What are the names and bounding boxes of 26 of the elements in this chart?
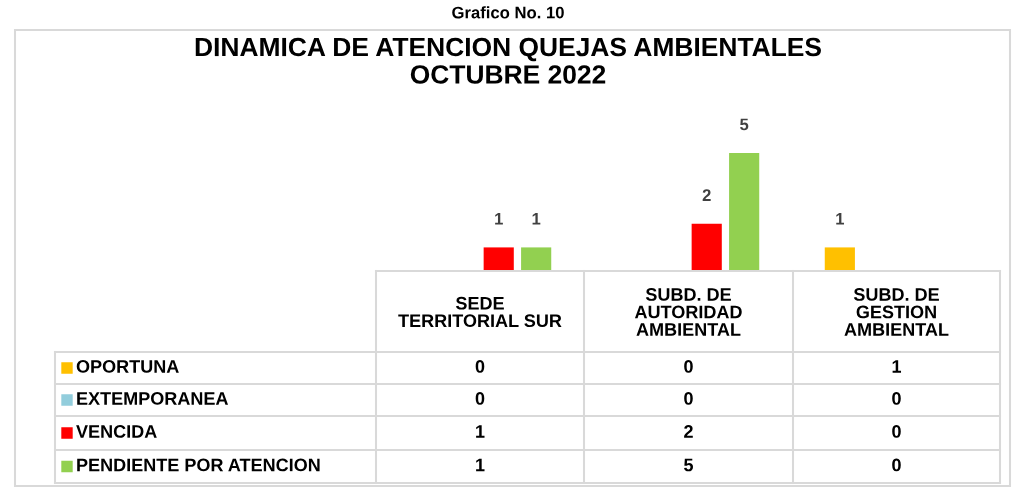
data-label: 2	[684, 425, 693, 438]
data-label: 0	[892, 392, 901, 405]
text: 5	[740, 118, 749, 131]
x-tick-label: SEDE TERRITORIAL SUR	[398, 296, 562, 328]
data-label: 1	[476, 458, 485, 472]
data-label: 0	[475, 392, 485, 405]
text: 2	[702, 189, 711, 201]
data-label: 1	[892, 360, 902, 373]
text: 1	[495, 213, 503, 225]
data-label: 0	[892, 458, 901, 472]
text: 1	[836, 213, 845, 225]
legend-label: OPORTUNA	[76, 360, 179, 373]
legend-label: VENCIDA	[76, 425, 157, 438]
text: Grafico No. 10	[452, 6, 564, 19]
data-label: 0	[475, 360, 485, 373]
text: 1	[532, 213, 541, 225]
data-label: 0	[892, 425, 901, 438]
data-label: 1	[476, 425, 485, 438]
chart-title: DINAMICA DE ATENCION QUEJAS AMBIENTALES OCTUBRE 2022	[195, 37, 821, 84]
legend-label: PENDIENTE POR ATENCION	[77, 458, 320, 472]
x-tick-label: SUBD. DE GESTION AMBIENTAL	[844, 288, 949, 336]
legend-label: EXTEMPORANEA	[77, 392, 229, 405]
x-tick-label: SUBD. DE AUTORIDAD AMBIENTAL	[634, 288, 742, 336]
data-label: 0	[684, 392, 693, 405]
data-label: 5	[684, 458, 694, 472]
data-label: 0	[684, 360, 693, 373]
